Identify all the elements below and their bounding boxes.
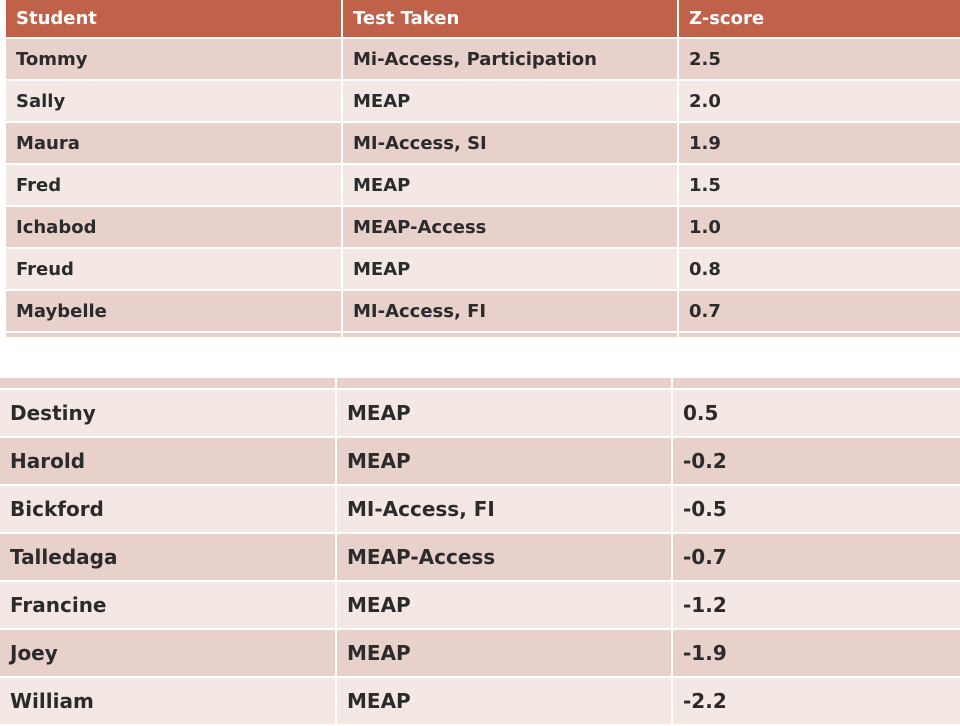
cell-student: Joey (0, 629, 337, 678)
cell-student: Sally (6, 80, 343, 123)
cell-student: Harold (0, 437, 337, 486)
stub-cell (342, 332, 679, 339)
cell-zscore: -1.9 (672, 629, 960, 678)
stub-cell (672, 378, 960, 390)
cell-zscore: 1.0 (678, 206, 960, 249)
table-row: William MEAP -2.2 (0, 677, 960, 726)
stub-cell (6, 332, 343, 339)
cell-student: Destiny (0, 389, 337, 438)
header-test-taken: Test Taken (342, 0, 679, 39)
cell-zscore: 2.5 (678, 38, 960, 81)
cell-zscore: 0.7 (678, 290, 960, 333)
cell-zscore: -0.5 (672, 485, 960, 534)
cell-test: MI-Access, SI (342, 122, 679, 165)
cell-student: Freud (6, 248, 343, 291)
cell-test: MEAP (342, 164, 679, 207)
cell-zscore: 0.8 (678, 248, 960, 291)
cell-student: Talledaga (0, 533, 337, 582)
cell-test: MI-Access, FI (336, 485, 673, 534)
table-row: Freud MEAP 0.8 (6, 248, 960, 291)
table-row: Destiny MEAP 0.5 (0, 389, 960, 438)
cell-zscore: 1.9 (678, 122, 960, 165)
table-row: Tommy Mi-Access, Participation 2.5 (6, 38, 960, 81)
cell-zscore: -2.2 (672, 677, 960, 726)
header-row: Student Test Taken Z-score (6, 0, 960, 39)
table-row: Joey MEAP -1.9 (0, 629, 960, 678)
cell-zscore: 2.0 (678, 80, 960, 123)
table-row: Harold MEAP -0.2 (0, 437, 960, 486)
table-row: Talledaga MEAP-Access -0.7 (0, 533, 960, 582)
cell-student: Francine (0, 581, 337, 630)
cell-zscore: -1.2 (672, 581, 960, 630)
cell-test: MI-Access, FI (342, 290, 679, 333)
cell-student: Maura (6, 122, 343, 165)
cell-test: MEAP (342, 80, 679, 123)
cell-student: Tommy (6, 38, 343, 81)
zscore-table-bottom: Destiny MEAP 0.5 Harold MEAP -0.2 Bickfo… (0, 378, 960, 726)
table-row: Sally MEAP 2.0 (6, 80, 960, 123)
stub-cell (336, 378, 673, 390)
cell-test: Mi-Access, Participation (342, 38, 679, 81)
cell-student: Fred (6, 164, 343, 207)
stub-cell (0, 378, 337, 390)
cell-test: MEAP-Access (342, 206, 679, 249)
cell-student: William (0, 677, 337, 726)
cell-student: Maybelle (6, 290, 343, 333)
cell-test: MEAP (342, 248, 679, 291)
table-row: Maybelle MI-Access, FI 0.7 (6, 290, 960, 333)
cell-test: MEAP (336, 389, 673, 438)
cell-student: Bickford (0, 485, 337, 534)
cell-test: MEAP (336, 677, 673, 726)
header-zscore: Z-score (678, 0, 960, 39)
table-row: Francine MEAP -1.2 (0, 581, 960, 630)
table-row-stub (0, 378, 960, 390)
stub-cell (678, 332, 960, 339)
cell-test: MEAP (336, 629, 673, 678)
table-row: Bickford MI-Access, FI -0.5 (0, 485, 960, 534)
table-row-stub (6, 332, 960, 339)
cell-zscore: 1.5 (678, 164, 960, 207)
table-row: Ichabod MEAP-Access 1.0 (6, 206, 960, 249)
table-row: Maura MI-Access, SI 1.9 (6, 122, 960, 165)
cell-test: MEAP (336, 437, 673, 486)
header-student: Student (6, 0, 343, 39)
cell-zscore: 0.5 (672, 389, 960, 438)
table-row: Fred MEAP 1.5 (6, 164, 960, 207)
cell-test: MEAP-Access (336, 533, 673, 582)
cell-test: MEAP (336, 581, 673, 630)
cell-zscore: -0.2 (672, 437, 960, 486)
cell-zscore: -0.7 (672, 533, 960, 582)
cell-student: Ichabod (6, 206, 343, 249)
zscore-table-top: Student Test Taken Z-score Tommy Mi-Acce… (6, 0, 960, 339)
